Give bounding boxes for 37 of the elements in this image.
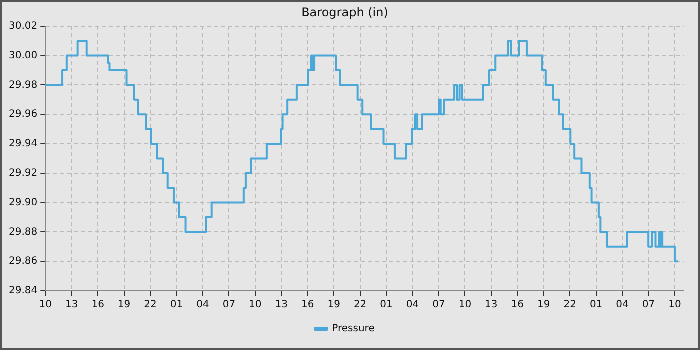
x-tick-label: 22	[144, 300, 157, 311]
x-tick-label: 10	[249, 300, 262, 311]
chart-title: Barograph (in)	[302, 5, 388, 20]
x-tick-label: 16	[92, 300, 104, 311]
x-tick-label: 19	[328, 300, 340, 311]
y-tick-label: 29.96	[8, 109, 38, 120]
y-tick-label: 29.84	[8, 286, 38, 297]
x-tick-label: 13	[275, 300, 288, 311]
x-tick-label: 22	[564, 300, 576, 311]
x-tick-label: 07	[222, 300, 236, 311]
y-tick-label: 30.00	[8, 50, 38, 62]
x-tick-label: 01	[380, 300, 393, 311]
legend-label: Pressure	[332, 324, 375, 335]
y-tick-label: 29.88	[8, 226, 38, 238]
x-tick-label: 10	[39, 300, 52, 311]
x-tick-label: 04	[196, 300, 210, 311]
x-tick-label: 13	[65, 300, 78, 311]
x-tick-label: 19	[537, 300, 550, 311]
y-tick-label: 29.92	[8, 168, 38, 179]
x-tick-label: 22	[354, 300, 367, 311]
y-tick-label: 29.98	[8, 80, 38, 91]
x-tick-label: 13	[485, 300, 498, 311]
x-tick-label: 07	[642, 300, 656, 311]
y-tick-label: 29.94	[8, 138, 38, 150]
x-tick-label: 16	[301, 300, 314, 311]
y-tick-label: 30.02	[8, 20, 38, 32]
y-tick-label: 29.86	[8, 256, 38, 268]
x-tick-label: 19	[118, 300, 131, 311]
x-tick-label: 04	[616, 300, 629, 311]
x-tick-label: 07	[432, 300, 446, 311]
y-tick-label: 29.90	[8, 197, 38, 208]
x-tick-label: 01	[170, 300, 184, 311]
x-tick-label: 10	[668, 300, 682, 311]
x-tick-label: 04	[406, 300, 420, 311]
x-tick-label: 16	[511, 300, 524, 311]
x-tick-label: 10	[458, 300, 472, 311]
x-tick-label: 01	[590, 300, 603, 311]
